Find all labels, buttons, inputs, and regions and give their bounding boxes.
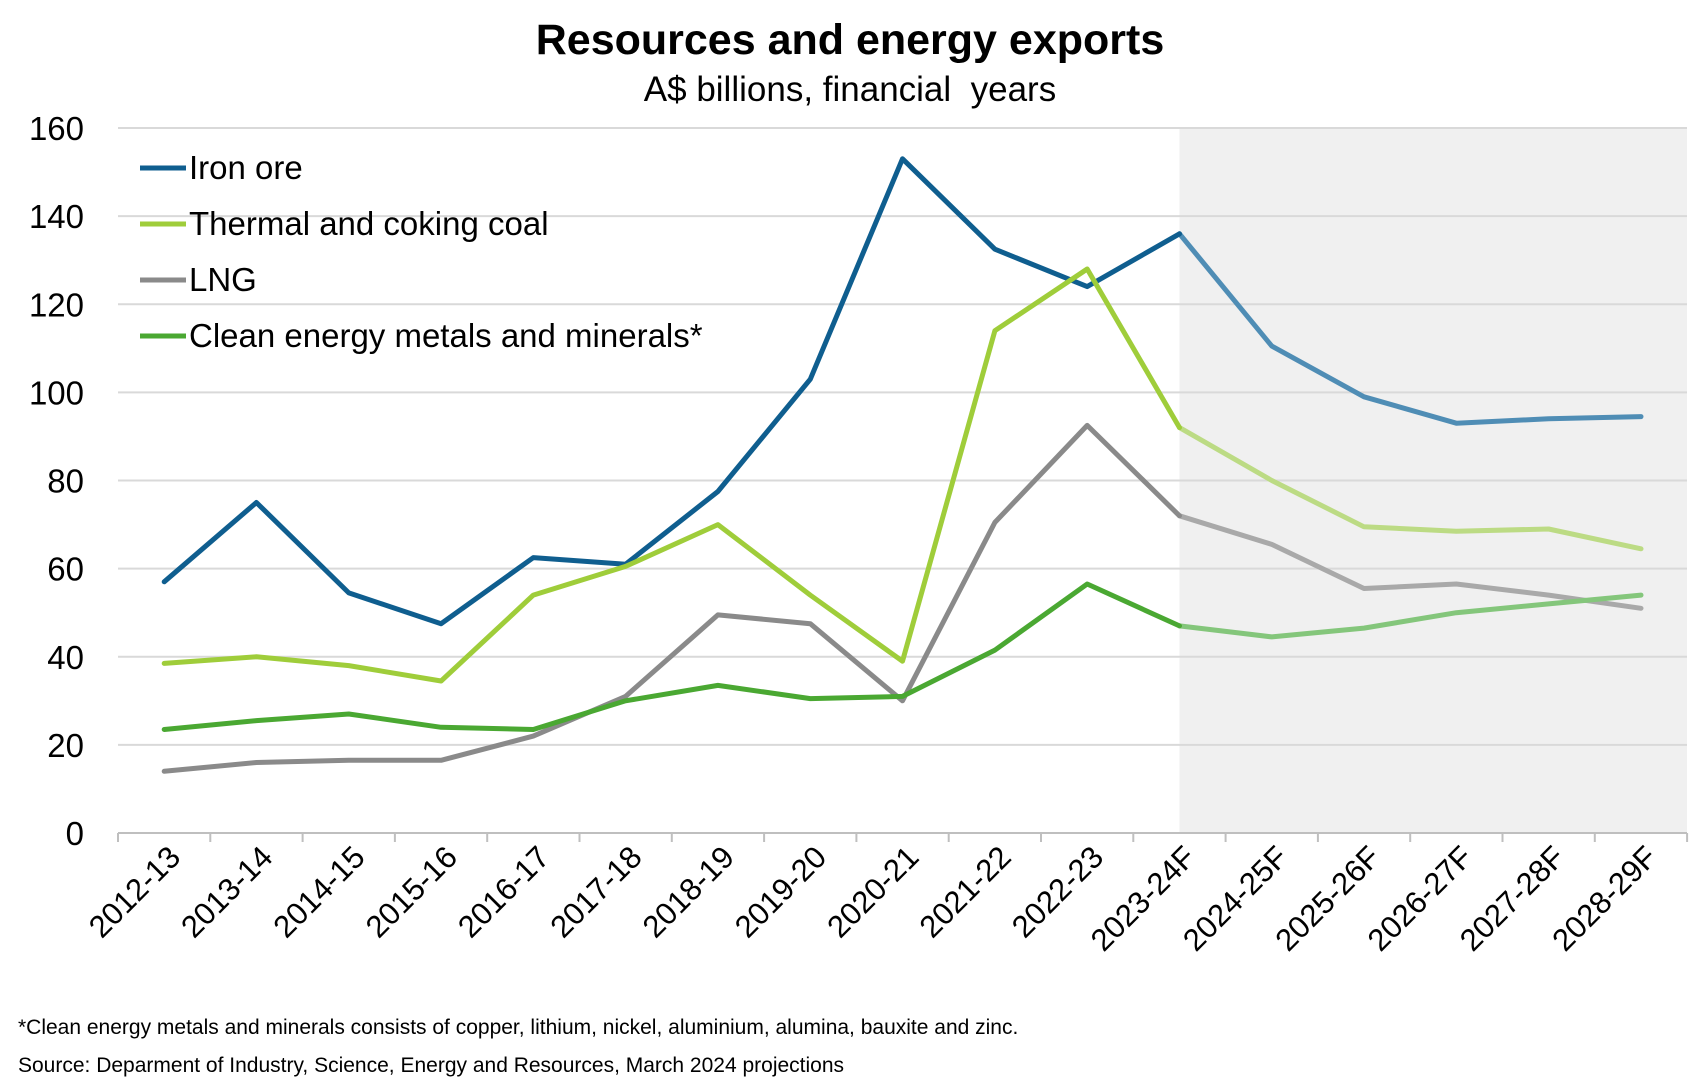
y-tick-label: 80 bbox=[47, 463, 84, 500]
y-tick-label: 160 bbox=[29, 110, 84, 147]
gridlines bbox=[118, 127, 1687, 746]
footnote-note: *Clean energy metals and minerals consis… bbox=[18, 1016, 1018, 1039]
y-tick-label: 120 bbox=[29, 286, 84, 323]
y-tick-label: 100 bbox=[29, 374, 84, 411]
y-tick-label: 20 bbox=[47, 727, 84, 764]
footnote-source: Source: Deparment of Industry, Science, … bbox=[18, 1054, 844, 1077]
legend-label: LNG bbox=[189, 261, 257, 298]
y-tick-label: 40 bbox=[47, 639, 84, 676]
series-line bbox=[161, 581, 1182, 732]
series-line-forecast bbox=[1177, 513, 1644, 611]
series-line bbox=[161, 422, 1182, 774]
legend-label: Iron ore bbox=[189, 149, 303, 186]
chart-subtitle: A$ billions, financial years bbox=[644, 70, 1056, 109]
y-tick-label: 60 bbox=[47, 551, 84, 588]
series-line bbox=[161, 156, 1182, 627]
series-line-forecast bbox=[1177, 231, 1644, 426]
legend-label: Thermal and coking coal bbox=[189, 205, 549, 242]
chart-title: Resources and energy exports bbox=[536, 16, 1165, 64]
series-lines bbox=[161, 156, 1644, 774]
y-axis-tick-labels: 0 20 40 60 80 100 120 140 160 bbox=[29, 110, 84, 852]
series-line-forecast bbox=[1177, 592, 1644, 640]
series-line bbox=[161, 266, 1182, 684]
legend-label: Clean energy metals and minerals* bbox=[189, 317, 703, 354]
legend: Iron ore Thermal and coking coal LNG Clean … bbox=[140, 149, 703, 354]
y-tick-label: 140 bbox=[29, 198, 84, 235]
y-tick-label: 0 bbox=[66, 815, 84, 852]
x-axis-ticks bbox=[117, 833, 1689, 842]
series-line-forecast bbox=[1177, 425, 1644, 552]
